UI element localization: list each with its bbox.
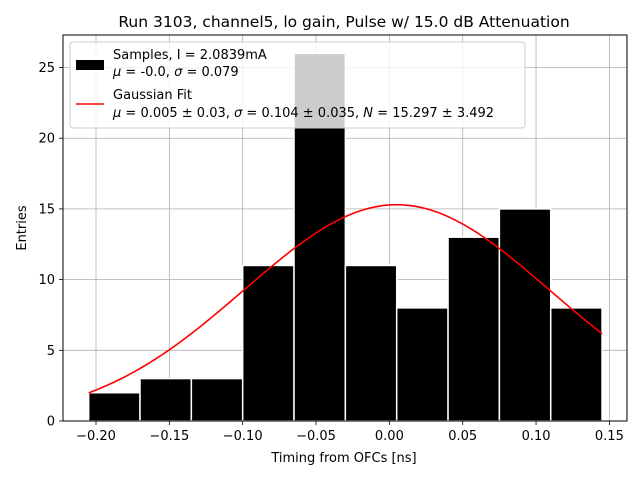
y-tick-label: 25 — [38, 61, 55, 76]
x-tick-label: 0.00 — [375, 429, 404, 444]
histogram-bar — [498, 208, 552, 422]
x-tick-label: −0.10 — [223, 429, 263, 444]
plot-frame — [62, 34, 628, 422]
legend-samples-stats: μ = -0.0, σ = 0.079 — [112, 65, 239, 80]
chart-title: Run 3103, channel5, lo gain, Pulse w/ 15… — [118, 13, 569, 31]
histogram-bar — [344, 264, 398, 422]
y-tick-label: 20 — [38, 132, 55, 147]
x-tick-label: −0.05 — [296, 429, 336, 444]
axis-ticks: −0.20 −0.15 −0.10 −0.05 0.00 0.05 0.10 0.15 0 5 10… — [38, 61, 623, 444]
legend-fit-stats: μ = 0.005 ± 0.03, σ = 0.104 ± 0.035, N =… — [112, 106, 494, 121]
x-tick-label: 0.05 — [448, 429, 477, 444]
y-axis-label: Entries — [15, 205, 30, 251]
y-tick-label: 10 — [38, 273, 55, 288]
legend-fit-label: Gaussian Fit — [113, 88, 192, 103]
x-tick-label: −0.20 — [76, 429, 116, 444]
legend-samples-swatch — [76, 60, 104, 70]
legend-box — [69, 41, 526, 129]
x-tick-label: −0.15 — [149, 429, 189, 444]
legend: Samples, I = 2.0839mA μ = -0.0, σ = 0.07… — [69, 41, 526, 129]
y-tick-label: 5 — [47, 344, 55, 359]
legend-samples-label: Samples, I = 2.0839mA — [113, 48, 267, 63]
gaussian-fit-curve — [88, 203, 603, 394]
y-tick-label: 0 — [47, 415, 55, 430]
histogram-bar — [241, 264, 295, 422]
x-axis-label: Timing from OFCs [ns] — [270, 451, 416, 466]
x-tick-label: 0.15 — [595, 429, 624, 444]
histogram-bar — [139, 377, 193, 422]
histogram-bar — [447, 236, 501, 422]
histogram-bar — [190, 377, 244, 422]
y-tick-label: 15 — [38, 202, 55, 217]
histogram-bar — [549, 307, 603, 422]
histogram-bar — [87, 391, 141, 422]
histogram-bar — [395, 307, 449, 422]
x-tick-label: 0.10 — [522, 429, 551, 444]
